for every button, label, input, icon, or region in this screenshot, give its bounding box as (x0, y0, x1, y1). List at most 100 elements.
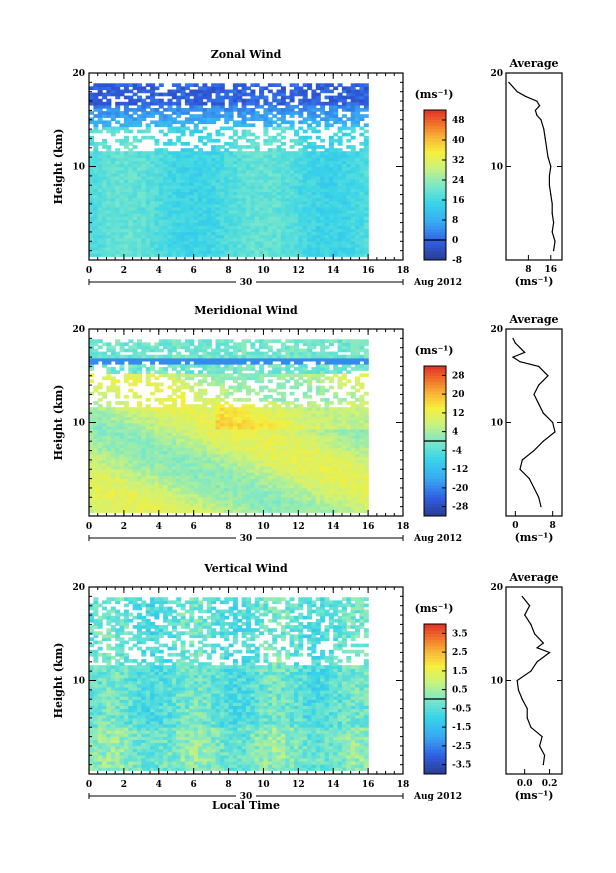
heatmap-cell (163, 499, 169, 504)
heatmap-cell (97, 354, 103, 359)
heatmap-cell (350, 194, 356, 199)
heatmap-cell (350, 151, 356, 155)
heatmap-cell (171, 348, 177, 353)
heatmap-cell (123, 401, 129, 405)
heatmap-cell (171, 490, 177, 495)
heatmap-cell (272, 234, 278, 239)
heatmap-cell (228, 475, 234, 479)
heatmap-cell (215, 339, 221, 343)
heatmap-cell (137, 200, 142, 205)
heatmap-cell (119, 200, 125, 205)
heatmap-cell (211, 250, 217, 254)
heatmap-cell (341, 151, 347, 155)
heatmap-cell (167, 413, 173, 418)
heatmap-cell (163, 200, 169, 205)
heatmap-cell (198, 499, 203, 504)
heatmap-cell (184, 209, 190, 214)
heatmap-cell (198, 432, 203, 436)
heatmap-cell (89, 197, 94, 202)
heatmap-cell (106, 459, 112, 464)
heatmap-cell (97, 503, 103, 507)
heatmap-cell (154, 472, 160, 476)
heatmap-cell (224, 114, 230, 118)
heatmap-cell (171, 253, 177, 257)
heatmap-cell (355, 114, 360, 118)
heatmap-cell (341, 228, 347, 233)
heatmap-cell (315, 182, 321, 186)
heatmap-cell (224, 391, 230, 396)
heatmap-cell (198, 404, 203, 408)
heatmap-cell (106, 478, 112, 482)
heatmap-cell (315, 225, 321, 230)
heatmap-cell (232, 345, 238, 350)
heatmap-cell (171, 176, 177, 180)
heatmap-cell (215, 182, 221, 186)
heatmap-cell (337, 138, 343, 143)
heatmap-cell (154, 163, 160, 168)
heatmap-cell (215, 364, 221, 368)
heatmap-cell (355, 111, 360, 115)
heatmap-cell (298, 163, 304, 168)
heatmap-cell (324, 123, 330, 128)
heatmap-cell (184, 354, 190, 359)
heatmap-cell (276, 237, 282, 242)
heatmap-cell (241, 441, 247, 445)
heatmap-cell (171, 465, 177, 470)
heatmap-cell (219, 447, 225, 452)
heatmap-cell (315, 123, 321, 128)
heatmap-cell (211, 104, 217, 109)
heatmap-cell (346, 228, 352, 233)
heatmap-cell (224, 499, 230, 504)
heatmap-cell (337, 182, 343, 186)
heatmap-cell (158, 499, 164, 504)
heatmap-cell (167, 478, 173, 482)
heatmap-cell (333, 213, 339, 217)
heatmap-cell (328, 151, 334, 155)
heatmap-cell (198, 413, 203, 418)
heatmap-cell (259, 197, 265, 202)
heatmap-cell (198, 176, 203, 180)
heatmap-cell (298, 92, 304, 97)
heatmap-cell (333, 176, 339, 180)
heatmap-cell (359, 126, 365, 131)
heatmap-cell (137, 351, 142, 356)
heatmap-cell (324, 188, 330, 192)
heatmap-cell (115, 357, 121, 362)
heatmap-cell (311, 111, 317, 115)
heatmap-cell (206, 185, 212, 189)
heatmap-cell (307, 240, 313, 245)
heatmap-cell (145, 154, 151, 158)
heatmap-cell (132, 209, 138, 214)
heatmap-cell (93, 129, 99, 134)
heatmap-cell (115, 432, 121, 436)
heatmap-cell (206, 108, 212, 112)
heatmap-cell (154, 453, 160, 458)
heatmap-cell (224, 444, 230, 448)
heatmap-cell (106, 438, 112, 442)
heatmap-cell (285, 209, 291, 214)
heatmap-cell (171, 111, 177, 115)
heatmap-cell (119, 416, 125, 421)
heatmap-cell (137, 394, 142, 399)
heatmap-cell (267, 89, 273, 94)
heatmap-cell (119, 163, 125, 168)
heatmap-cell (167, 228, 173, 233)
heatmap-cell (206, 89, 212, 94)
heatmap-cell (102, 250, 108, 254)
heatmap-cell (363, 138, 369, 143)
profile-point (525, 95, 527, 97)
heatmap-cell (289, 219, 295, 223)
heatmap-cell (163, 413, 169, 418)
heatmap-cell (93, 234, 99, 239)
heatmap-cell (311, 117, 317, 121)
heatmap-cell (115, 126, 121, 131)
heatmap-cell (102, 200, 108, 205)
heatmap-cell (241, 98, 247, 103)
heatmap-cell (324, 222, 330, 226)
heatmap-cell (254, 151, 260, 155)
heatmap-cell (184, 339, 190, 343)
heatmap-cell (211, 172, 217, 177)
heatmap-cell (128, 185, 134, 189)
heatmap-cell (180, 373, 186, 377)
heatmap-cell (89, 351, 94, 356)
